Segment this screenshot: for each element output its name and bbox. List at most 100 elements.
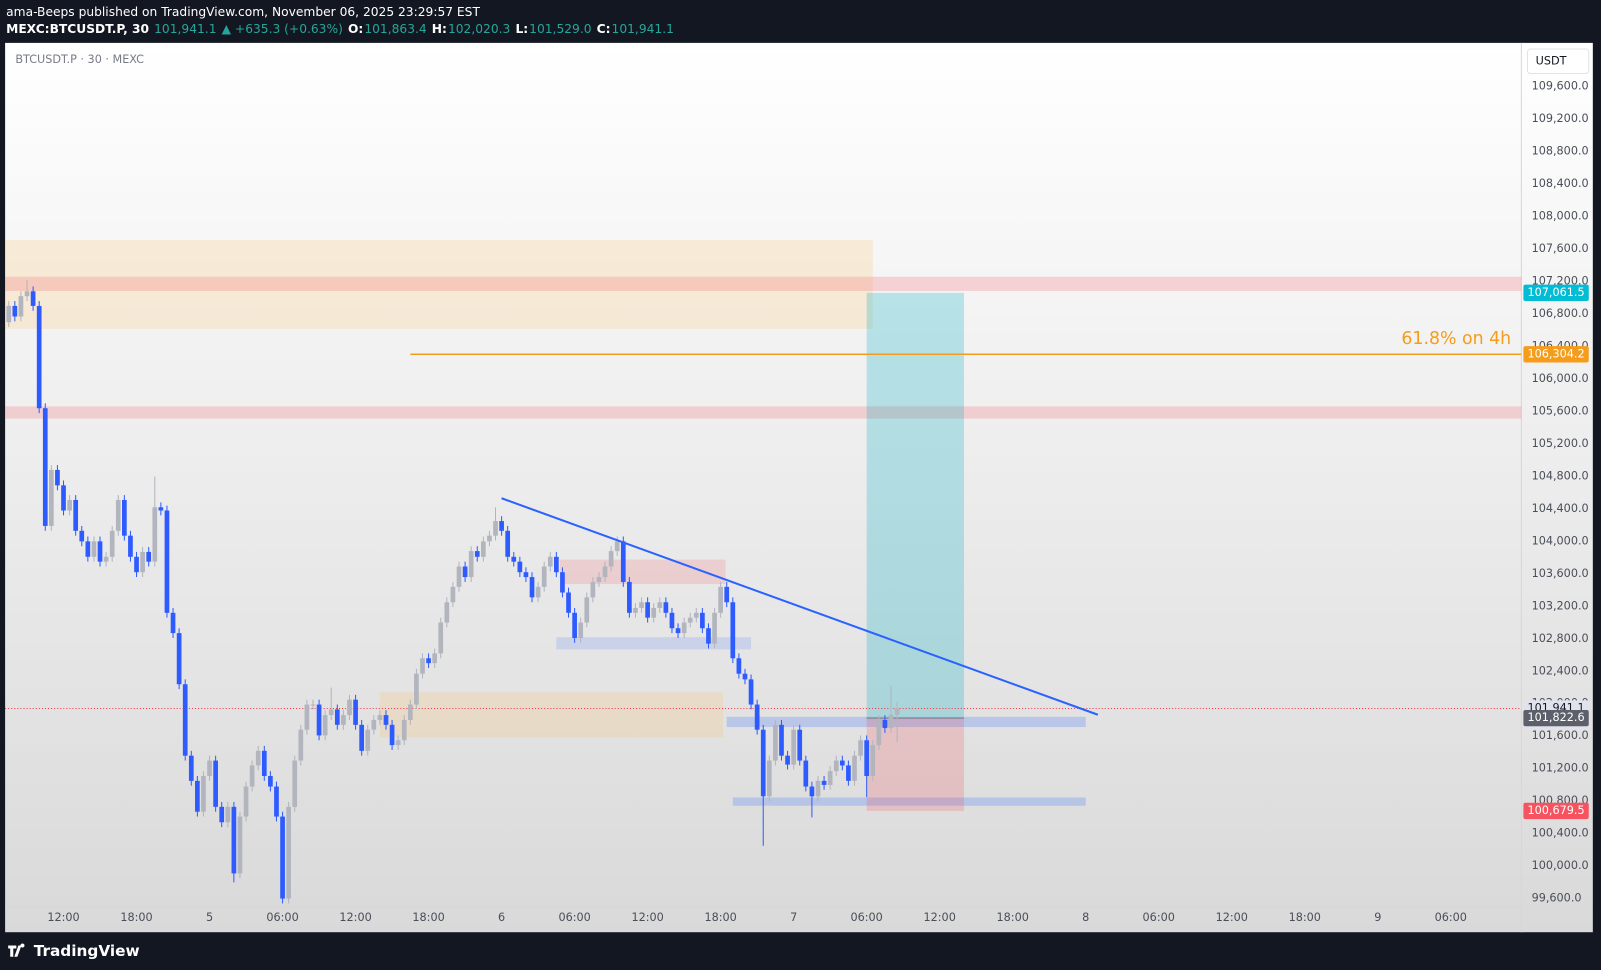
y-tick-label: 108,000.0 <box>1532 210 1589 223</box>
ohlc-value: 102,020.3 <box>448 22 510 36</box>
candle-body <box>85 541 91 557</box>
candle-body <box>438 622 444 654</box>
position-target <box>866 292 965 719</box>
y-tick-label: 103,200.0 <box>1532 599 1589 612</box>
ohlc-value: 101,863.4 <box>364 22 427 36</box>
x-tick-label: 18:00 <box>120 911 152 924</box>
candle-body <box>322 715 328 736</box>
candle-body <box>833 760 839 772</box>
candle-body <box>377 715 383 720</box>
x-tick-label: 8 <box>1082 911 1089 924</box>
target-tag: 107,061.5 <box>1528 286 1585 299</box>
candle-body <box>243 786 249 817</box>
candle-body <box>493 521 498 536</box>
candle-body <box>389 724 395 746</box>
ohlc-value: 101,529.0 <box>529 22 591 36</box>
candle-body <box>249 765 255 787</box>
candle-body <box>115 499 121 531</box>
ohlc-key: O: <box>348 22 363 36</box>
x-tick-label: 06:00 <box>266 911 298 924</box>
candle-body <box>730 602 736 659</box>
candle-body <box>827 771 833 785</box>
position-stop <box>866 718 965 811</box>
candle-body <box>255 750 261 766</box>
candle-body <box>334 709 340 725</box>
symbol: MEXC:BTCUSDT.P, 30 <box>6 22 149 36</box>
zone <box>560 559 726 585</box>
candle-body <box>748 679 754 705</box>
y-tick-label: 106,000.0 <box>1532 372 1589 385</box>
candle-body <box>286 806 291 899</box>
candle-body <box>523 572 529 578</box>
candle-body <box>280 816 285 899</box>
candle-body <box>693 612 699 618</box>
candle-body <box>36 305 42 409</box>
candle-body <box>846 765 851 781</box>
entry-tag: 101,822.6 <box>1528 711 1585 724</box>
candle-body <box>188 755 194 781</box>
candle-body <box>30 291 36 306</box>
candle-body <box>754 704 760 730</box>
candle-body <box>590 581 596 598</box>
candle-body <box>718 586 723 613</box>
candle-body <box>225 806 231 823</box>
candle-body <box>274 786 279 817</box>
candle-body <box>164 510 170 613</box>
trendline <box>501 497 1099 716</box>
candle-body <box>779 724 784 756</box>
candle-body <box>91 541 97 557</box>
candle-body <box>608 551 614 567</box>
y-tick-label: 99,600.0 <box>1532 892 1582 905</box>
fib-label: 61.8% on 4h <box>1401 329 1511 349</box>
fib-tag-bg <box>1523 346 1589 363</box>
candle-body <box>426 658 431 664</box>
candle-body <box>511 556 517 562</box>
candle-body <box>207 760 212 776</box>
candle-body <box>791 729 797 765</box>
ohlc-key: H: <box>432 22 447 36</box>
y-tick-label: 105,600.0 <box>1532 404 1589 417</box>
stop-tag: 100,679.5 <box>1528 804 1585 817</box>
candle-body <box>456 566 462 587</box>
y-tick-label: 108,800.0 <box>1532 145 1589 158</box>
unit-button[interactable] <box>1526 48 1590 75</box>
x-tick-label: 12:00 <box>47 911 79 924</box>
candle-body <box>359 724 365 751</box>
candle-body <box>876 719 882 746</box>
ohlc-key: C: <box>597 22 611 36</box>
candle-body <box>480 541 486 557</box>
candle-body <box>766 760 772 797</box>
candle-body <box>821 780 827 785</box>
y-tick-label: 104,000.0 <box>1532 534 1589 547</box>
candle-body <box>572 612 577 638</box>
x-tick-label: 18:00 <box>997 911 1029 924</box>
target-tag-bg <box>1523 284 1589 301</box>
candle-body <box>383 715 389 725</box>
x-tick-label: 06:00 <box>558 911 590 924</box>
candle-body <box>736 658 742 674</box>
unit-label[interactable]: USDT <box>1536 54 1567 67</box>
candle-body <box>353 699 358 725</box>
x-tick-label: 18:00 <box>412 911 444 924</box>
candle-body <box>809 786 815 797</box>
candle-body <box>24 291 30 297</box>
x-tick-label: 9 <box>1374 911 1381 924</box>
symbol-label: BTCUSDT.P · 30 · MEXC <box>15 53 144 66</box>
y-tick-label: 100,000.0 <box>1532 859 1589 872</box>
candle-body <box>852 755 857 781</box>
candle-body <box>663 602 669 613</box>
candle-body <box>785 755 790 765</box>
x-tick-label: 12:00 <box>1216 911 1248 924</box>
candle-body <box>268 775 273 787</box>
candle-body <box>18 296 24 317</box>
candle-body <box>839 760 845 766</box>
candle-body <box>706 628 711 644</box>
fib-tag: 106,304.2 <box>1528 347 1585 360</box>
candle-body <box>146 551 152 562</box>
y-tick-label: 107,200.0 <box>1532 275 1589 288</box>
candle-body <box>487 535 492 542</box>
zone <box>732 797 1086 806</box>
candle-body <box>742 673 748 680</box>
candle-body <box>633 607 638 613</box>
